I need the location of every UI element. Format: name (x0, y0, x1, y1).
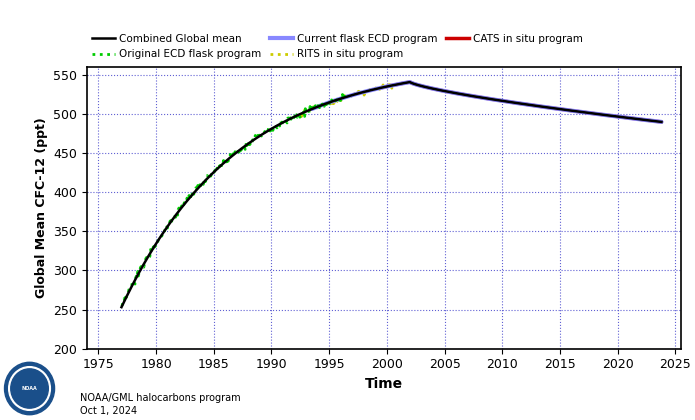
Y-axis label: Global Mean CFC-12 (ppt): Global Mean CFC-12 (ppt) (35, 118, 47, 298)
X-axis label: Time: Time (365, 377, 403, 391)
Text: NOAA/GML halocarbons program
Oct 1, 2024: NOAA/GML halocarbons program Oct 1, 2024 (80, 393, 240, 416)
Circle shape (11, 369, 49, 408)
Circle shape (8, 367, 51, 410)
Legend: Combined Global mean, Original ECD flask program, Current flask ECD program, RIT: Combined Global mean, Original ECD flask… (92, 34, 582, 59)
Text: NOAA: NOAA (22, 386, 38, 391)
Circle shape (5, 362, 55, 415)
